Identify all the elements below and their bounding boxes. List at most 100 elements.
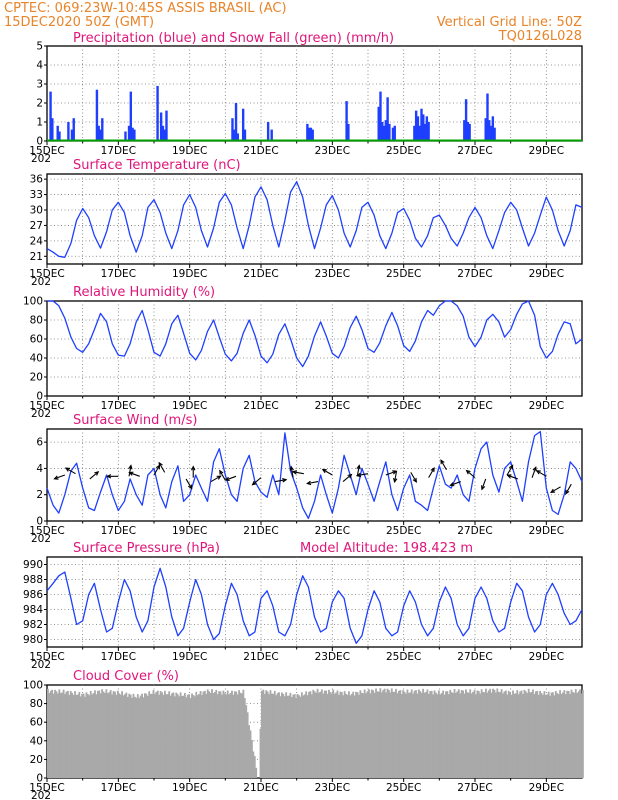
cloud-bar [432, 694, 435, 778]
x-tick-label: 15DEC [29, 782, 64, 794]
cloud-bar [206, 689, 209, 778]
x-tick-label: 15DEC [29, 525, 64, 537]
panel-0: 0 1 2 3 4 5 15DEC 17DEC 19DEC 21DEC 23DEC 25DEC 27DE… [29, 31, 583, 165]
x-tick-label: 21DEC [243, 268, 278, 280]
cloud-bar [310, 694, 313, 778]
cloud-bar [504, 690, 507, 778]
precip-bar [347, 123, 350, 141]
x-tick-label: 21DEC [243, 400, 278, 412]
cloud-bar [243, 698, 246, 778]
cloud-bar [221, 694, 223, 778]
cloud-bar [135, 697, 138, 778]
cloud-bar [390, 688, 393, 778]
cloud-bar [407, 692, 410, 778]
cloud-bar [316, 688, 319, 778]
panel-frame [46, 556, 583, 648]
precip-bar [70, 129, 74, 141]
wind-arrowhead [305, 480, 312, 486]
wind-vector [322, 469, 333, 476]
cloud-bar [473, 690, 476, 778]
cloud-bar [360, 692, 363, 778]
cloud-bar [343, 691, 346, 778]
cloud-bar [315, 692, 318, 778]
cloud-bar [61, 692, 64, 778]
cloud-bar [572, 692, 574, 778]
cloud-bar [377, 691, 380, 778]
cloud-bar [380, 692, 383, 778]
cloud-bar [208, 691, 211, 778]
cloud-bar [162, 694, 165, 778]
wind-arrowhead [224, 476, 230, 482]
x-tick-label: 29DEC [529, 651, 564, 663]
y-tick-label: 0 [36, 136, 43, 148]
cloud-bar [106, 693, 109, 778]
cloud-bar [436, 694, 439, 778]
x-tick-label: 25DEC [386, 782, 421, 794]
cloud-bar [235, 691, 238, 778]
cloud-bar [362, 693, 365, 778]
cloud-bar [74, 691, 76, 778]
cloud-bar [72, 694, 75, 778]
wind-vector [394, 470, 398, 482]
cloud-bar [557, 694, 560, 778]
precip-bar [131, 127, 134, 141]
x-tick-label: 17DEC [101, 782, 136, 794]
precip-bar [270, 129, 273, 141]
cloud-bar [476, 690, 479, 778]
cloud-bar [427, 693, 430, 778]
cloud-bar [412, 693, 415, 778]
cloud-bar [56, 693, 59, 778]
cloud-bar [537, 694, 540, 778]
cloud-bar [410, 689, 413, 778]
x-tick-label: 25DEC [386, 145, 421, 157]
cloud-bar [405, 693, 407, 778]
cloud-bar [309, 691, 312, 778]
wind-arrowhead [321, 468, 327, 474]
panel-title: Surface Wind (m/s) [73, 413, 197, 428]
x-tick-label: 29DEC [529, 268, 564, 280]
cloud-bar [192, 694, 195, 778]
cloud-bar [306, 695, 309, 778]
cloud-bar [539, 690, 542, 778]
cloud-bar [442, 690, 445, 778]
cloud-bar [171, 693, 173, 778]
cloud-bar [564, 694, 567, 778]
precip-bar [124, 131, 127, 141]
precip-bar [491, 116, 495, 141]
wind-arrowhead [291, 470, 297, 475]
x-year-label: 202 [31, 153, 51, 165]
cloud-bar [577, 691, 580, 778]
cloud-bar [259, 728, 262, 778]
cloud-bar [480, 689, 483, 778]
header-station: CPTEC: 069:23W-10:45S ASSIS BRASIL (AC) [4, 1, 287, 16]
wind-vector [153, 465, 160, 476]
cloud-bar [279, 696, 282, 778]
cloud-bar [517, 694, 520, 778]
cloud-bar [202, 691, 205, 778]
y-tick-label: 982 [23, 619, 43, 631]
wind-arrowhead [430, 467, 435, 473]
cloud-bar [512, 690, 514, 778]
cloud-bar [383, 688, 386, 778]
cloud-bar [273, 690, 276, 778]
cloud-bar [323, 690, 326, 778]
cloud-bar [562, 692, 564, 778]
cloud-bar [400, 693, 403, 778]
x-tick-label: 29DEC [529, 145, 564, 157]
wind-arrowhead [128, 464, 133, 470]
cloud-bar [419, 691, 422, 778]
cloud-bar [449, 689, 452, 778]
x-tick-label: 29DEC [529, 400, 564, 412]
cloud-bar [119, 694, 122, 778]
cloud-bar [406, 689, 409, 778]
x-year-label: 202 [31, 659, 51, 671]
cloud-bar [179, 692, 182, 778]
panel-5: 0 20 40 60 80 100 15DEC 17DEC 19DEC 21DEC 23DEC 25D… [23, 669, 584, 800]
cloud-bar [303, 694, 306, 778]
cloud-bar [530, 692, 533, 778]
x-tick-label: 25DEC [386, 268, 421, 280]
cloud-bar [249, 730, 252, 778]
cloud-bar [158, 694, 161, 778]
cloud-bar [211, 689, 213, 778]
x-tick-label: 23DEC [315, 782, 350, 794]
